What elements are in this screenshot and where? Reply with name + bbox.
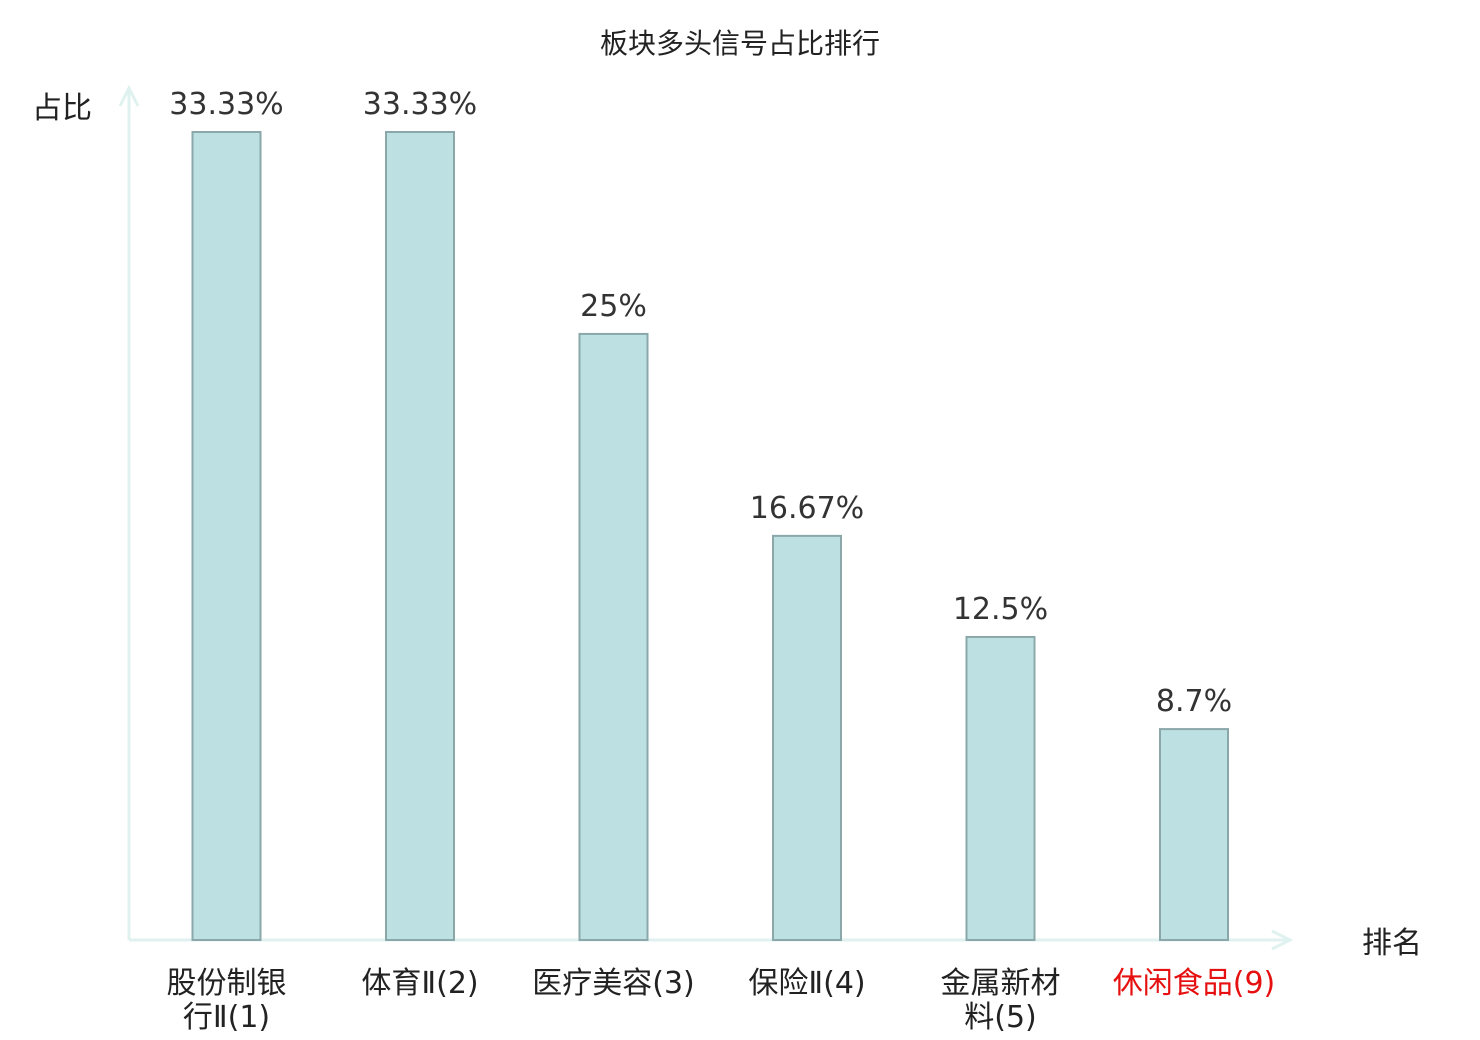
- tick-label: 医疗美容(3): [532, 966, 695, 1001]
- data-label: 12.5%: [953, 592, 1048, 627]
- x-axis-arrow: [1271, 929, 1294, 951]
- tick-label: 体育Ⅱ(2): [361, 966, 478, 1001]
- value-labels-group: 33.33% 33.33% 25% 16.67% 12.5% 8.7%: [169, 87, 1232, 719]
- chart-title: 板块多头信号占比排行: [600, 27, 880, 60]
- bar: [191, 131, 262, 941]
- data-label: 25%: [580, 289, 647, 324]
- data-label: 33.33%: [169, 87, 283, 122]
- data-label: 33.33%: [363, 87, 477, 122]
- bar: [385, 131, 455, 941]
- category-labels-group: 股份制银行Ⅱ(1) 体育Ⅱ(2) 医疗美容(3) 保险Ⅱ(4) 金属新材料(5) 休闲食品…: [167, 966, 1276, 1035]
- axes: [118, 84, 1294, 951]
- data-label: 16.67%: [750, 491, 864, 526]
- tick-label: 金属新材料(5): [941, 966, 1061, 1035]
- bar: [1159, 728, 1229, 941]
- tick-label: 休闲食品(9): [1113, 966, 1276, 1001]
- bar: [578, 332, 649, 941]
- x-axis-label: 排名: [1362, 926, 1422, 961]
- bar: [965, 635, 1036, 942]
- data-label: 8.7%: [1156, 684, 1232, 719]
- y-axis-label: 占比: [32, 91, 92, 126]
- bar: [772, 534, 842, 941]
- bars-group: [191, 131, 1229, 942]
- y-axis-arrow: [118, 84, 140, 107]
- tick-label: 保险Ⅱ(4): [748, 966, 865, 1001]
- tick-label: 股份制银行Ⅱ(1): [167, 966, 287, 1035]
